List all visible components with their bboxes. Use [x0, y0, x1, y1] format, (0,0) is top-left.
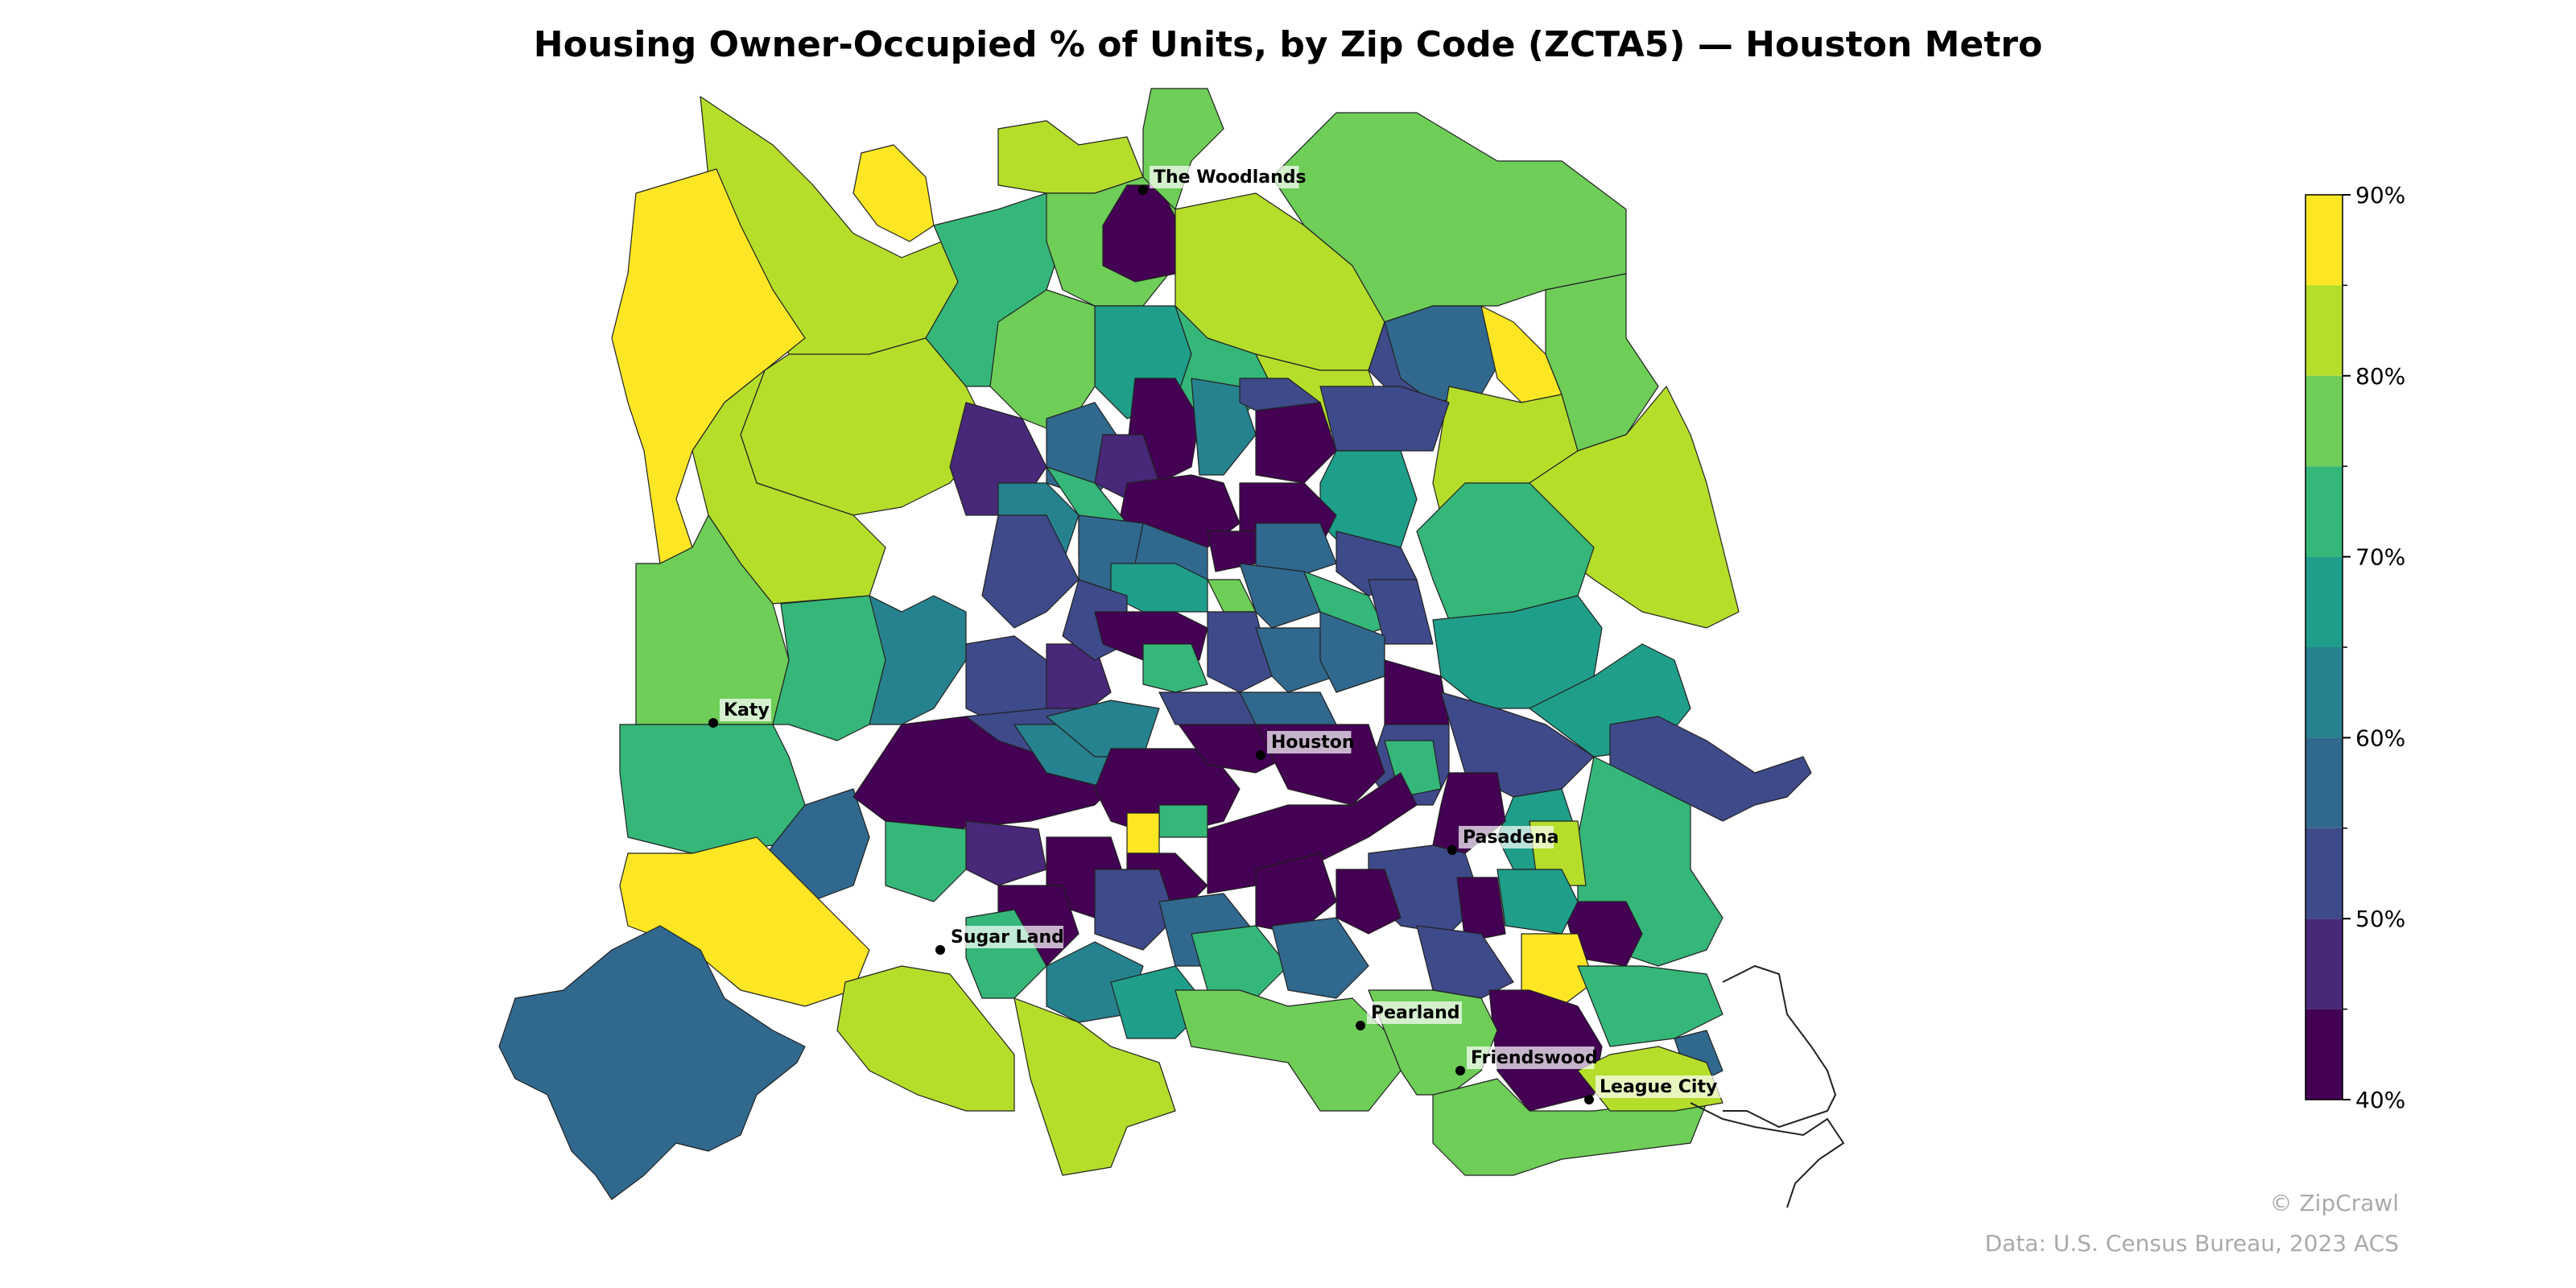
zip-region[interactable]	[1142, 643, 1208, 693]
colorbar-tick-label: 60%	[2355, 724, 2405, 751]
zip-region[interactable]	[1416, 925, 1514, 999]
city-dot	[708, 718, 718, 728]
zip-region[interactable]	[885, 820, 967, 902]
zip-region[interactable]	[997, 120, 1144, 194]
city-label-background	[1596, 1075, 1724, 1098]
map-title: Housing Owner-Occupied % of Units, by Zi…	[533, 24, 2043, 65]
zip-region[interactable]	[635, 514, 790, 725]
city-label: Katy	[724, 700, 770, 720]
city-dot	[935, 945, 945, 955]
colorbar-tick-label: 90%	[2355, 182, 2405, 208]
colorbar-bin	[2306, 737, 2343, 828]
city-label-background	[1367, 1001, 1462, 1024]
zip-region[interactable]	[1046, 700, 1160, 758]
colorbar-bin	[2306, 828, 2343, 919]
zip-region[interactable]	[1255, 522, 1337, 580]
city-label: Pasadena	[1463, 828, 1559, 848]
colorbar-bin	[2306, 1009, 2343, 1100]
credit-text: © ZipCrawl	[2269, 1190, 2399, 1216]
zip-region[interactable]	[836, 965, 1015, 1112]
zip-region[interactable]	[1335, 869, 1402, 935]
city-marker: Houston	[1256, 731, 1355, 760]
zip-region[interactable]	[1319, 386, 1450, 452]
city-label: The Woodlands	[1154, 167, 1307, 188]
zip-region[interactable]	[1319, 611, 1385, 693]
zip-region[interactable]	[1496, 869, 1579, 935]
zip-region[interactable]	[619, 724, 806, 854]
zip-region[interactable]	[1158, 804, 1208, 838]
colorbar-bin	[2306, 285, 2343, 376]
city-label-background	[720, 699, 771, 721]
colorbar-bin	[2306, 919, 2343, 1009]
source-text: Data: U.S. Census Bureau, 2023 ACS	[1984, 1230, 2399, 1257]
zip-region[interactable]	[1191, 925, 1289, 999]
zip-region[interactable]	[498, 925, 806, 1200]
zip-region[interactable]	[1255, 627, 1337, 693]
zip-region[interactable]	[1126, 812, 1160, 854]
colorbar-tick-label: 80%	[2355, 363, 2405, 390]
zip-region[interactable]	[965, 820, 1047, 886]
zip-region[interactable]	[1456, 877, 1506, 943]
city-label-background	[947, 926, 1063, 948]
zip-region[interactable]	[1271, 917, 1369, 999]
colorbar: 40% 50% 60% 70% 80% 90%	[2305, 182, 2405, 1113]
zip-region[interactable]	[1368, 579, 1434, 645]
zip-region[interactable]	[1207, 772, 1418, 894]
city-dot	[1356, 1021, 1365, 1030]
colorbar-tick-label: 40%	[2355, 1087, 2405, 1113]
zip-region[interactable]	[1432, 1078, 1707, 1176]
zip-region[interactable]	[852, 144, 935, 242]
zip-region[interactable]	[1239, 563, 1321, 629]
zip-region[interactable]	[1013, 997, 1176, 1176]
zip-region[interactable]	[1207, 611, 1273, 693]
zip-region[interactable]	[1094, 869, 1176, 951]
colorbar-bin	[2306, 647, 2343, 738]
city-marker: Katy	[708, 699, 771, 728]
zip-region[interactable]	[981, 514, 1080, 629]
city-dot	[1455, 1066, 1465, 1075]
zip-region[interactable]	[1577, 965, 1724, 1047]
city-marker: League City	[1584, 1075, 1724, 1104]
city-marker: The Woodlands	[1138, 166, 1307, 195]
city-marker: Pearland	[1356, 1001, 1462, 1030]
city-label-background	[1267, 731, 1352, 753]
colorbar-bin	[2306, 195, 2343, 286]
zip-region[interactable]	[1174, 989, 1402, 1112]
city-label: Friendswood	[1471, 1048, 1598, 1068]
zip-region[interactable]	[1521, 933, 1595, 1007]
zip-region[interactable]	[869, 595, 967, 725]
city-label: Houston	[1271, 733, 1355, 753]
zip-region[interactable]	[611, 168, 806, 564]
zip-region[interactable]	[1255, 852, 1337, 935]
zip-region[interactable]	[1271, 112, 1627, 323]
city-markers: The Woodlands Katy Houston Pasadena Sugar La…	[708, 166, 1724, 1104]
coastline	[1690, 964, 1845, 1208]
city-label: League City	[1600, 1077, 1717, 1097]
zip-region[interactable]	[1239, 378, 1321, 411]
city-dot	[1256, 750, 1265, 760]
city-dot	[1138, 185, 1148, 195]
city-dot	[1584, 1095, 1594, 1104]
zip-code-regions	[498, 88, 1812, 1200]
colorbar-tick-label: 70%	[2355, 544, 2405, 571]
zip-region[interactable]	[1255, 402, 1337, 484]
city-label-background	[1467, 1046, 1595, 1069]
city-dot	[1447, 845, 1457, 855]
city-label-background	[1150, 166, 1299, 188]
city-marker: Sugar Land	[935, 926, 1064, 955]
city-label-background	[1459, 826, 1554, 848]
city-marker: Pasadena	[1447, 826, 1559, 855]
colorbar-bin	[2306, 466, 2343, 557]
city-marker: Friendswood	[1455, 1046, 1598, 1075]
colorbar-bin	[2306, 375, 2343, 467]
colorbar-tick-label: 50%	[2355, 906, 2405, 932]
colorbar-bin	[2306, 556, 2343, 647]
city-label: Pearland	[1371, 1003, 1460, 1023]
city-label: Sugar Land	[951, 927, 1064, 947]
